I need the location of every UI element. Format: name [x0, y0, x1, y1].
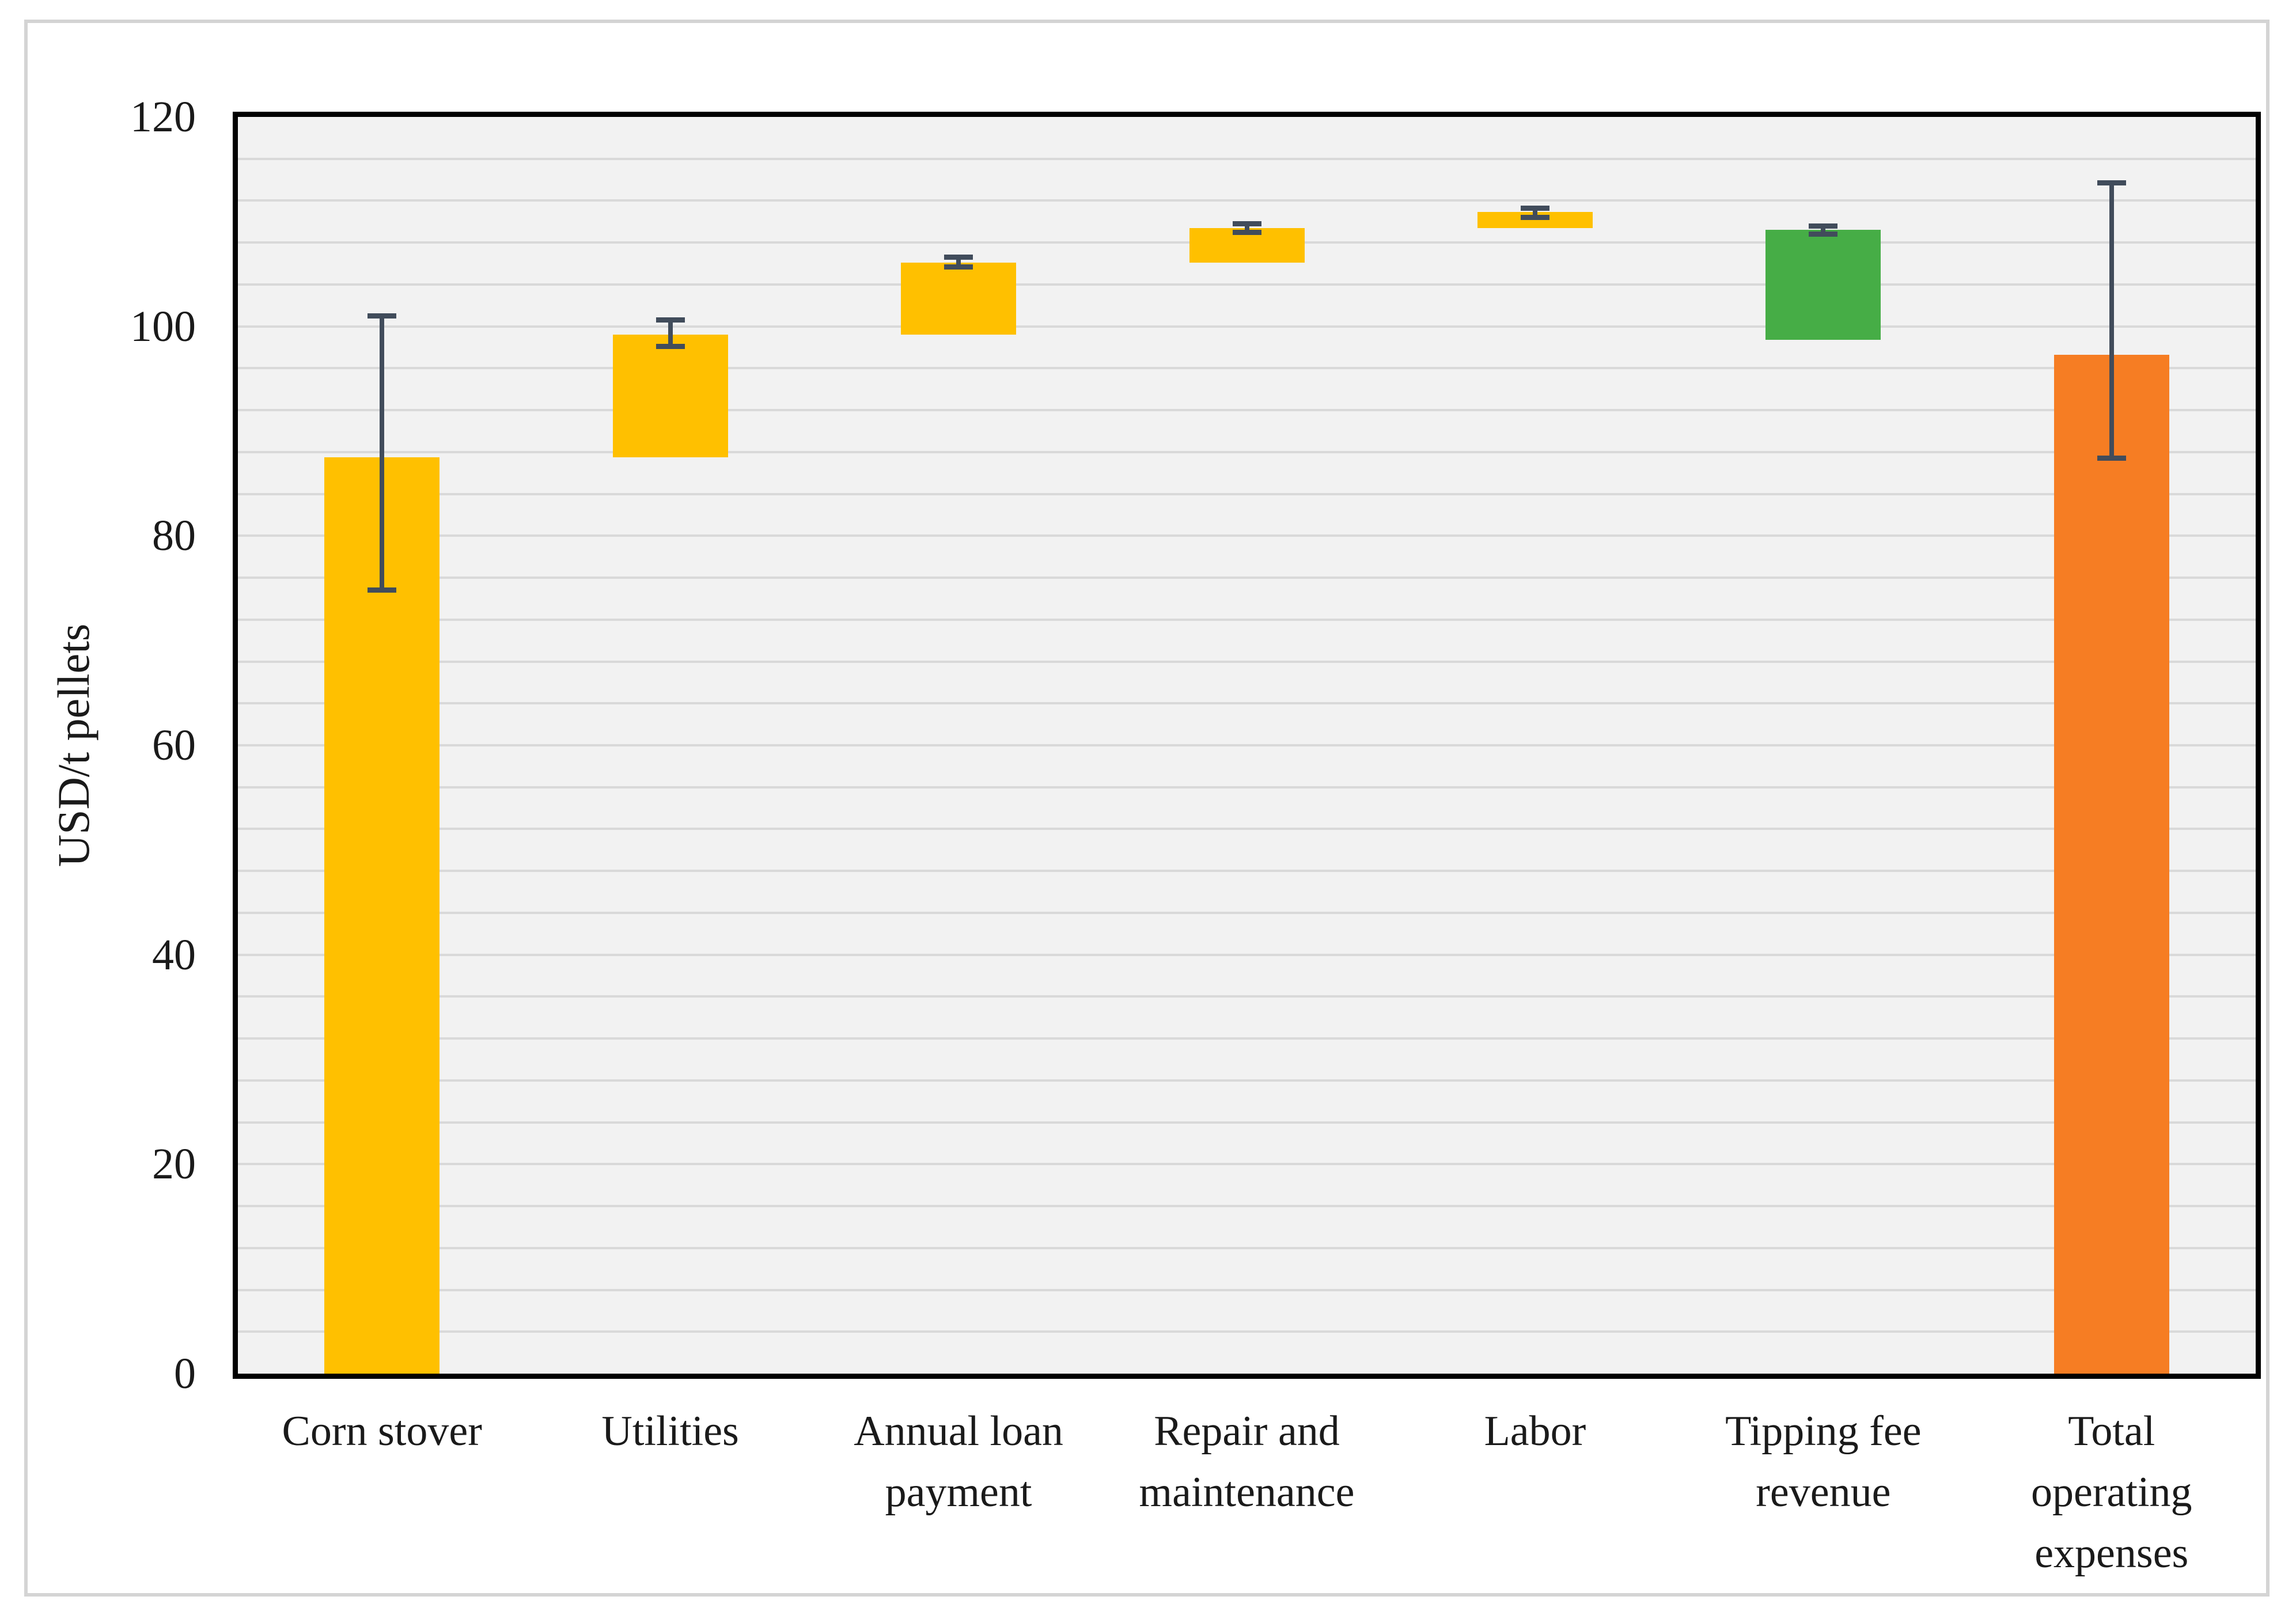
error-bar-cap: [367, 313, 397, 319]
bar-annual-loan-payment: [901, 262, 1017, 335]
horizontal-gridline: [238, 1121, 2256, 1124]
horizontal-gridline: [238, 409, 2256, 412]
horizontal-gridline: [238, 1163, 2256, 1166]
horizontal-gridline: [238, 911, 2256, 914]
horizontal-gridline: [238, 1079, 2256, 1082]
error-bar-cap: [367, 587, 397, 593]
x-category-label-labor: Labor: [1484, 1408, 1586, 1455]
bar-total-operating-expenses: [2053, 354, 2169, 1374]
horizontal-gridline: [238, 450, 2256, 453]
y-tick-label-120: 120: [130, 93, 196, 141]
error-bar-cap: [656, 317, 685, 323]
error-bar-cap: [1232, 221, 1261, 226]
error-bar-cap: [1520, 215, 1549, 221]
horizontal-gridline: [238, 786, 2256, 788]
x-category-label-total-operating-expenses: Total operating expenses: [2031, 1408, 2192, 1577]
error-bar-cap: [2097, 180, 2126, 186]
horizontal-gridline: [238, 1205, 2256, 1208]
horizontal-gridline: [238, 1330, 2256, 1333]
x-category-label-utilities: Utilities: [601, 1408, 739, 1455]
horizontal-gridline: [238, 618, 2256, 621]
horizontal-gridline: [238, 199, 2256, 202]
horizontal-gridline: [238, 534, 2256, 537]
error-bar-total-operating-expenses: [2109, 183, 2114, 458]
x-category-label-repair-and-maintenance: Repair and maintenance: [1139, 1408, 1355, 1516]
error-bar-annual-loan-payment: [956, 257, 961, 267]
figure-outer-border: [24, 20, 2270, 1597]
horizontal-gridline: [238, 995, 2256, 998]
error-bar-repair-and-maintenance: [1244, 223, 1249, 232]
y-tick-label-80: 80: [152, 511, 196, 560]
bar-utilities: [612, 335, 728, 457]
y-tick-label-100: 100: [130, 302, 196, 351]
bar-tipping-fee-revenue: [1765, 230, 1881, 340]
horizontal-gridline: [238, 660, 2256, 663]
horizontal-gridline: [238, 828, 2256, 831]
horizontal-gridline: [238, 325, 2256, 328]
horizontal-gridline: [238, 283, 2256, 286]
horizontal-gridline: [238, 577, 2256, 579]
y-tick-label-40: 40: [152, 930, 196, 979]
horizontal-gridline: [238, 157, 2256, 160]
error-bar-tipping-fee-revenue: [1821, 226, 1826, 234]
horizontal-gridline: [238, 367, 2256, 370]
horizontal-gridline: [238, 953, 2256, 956]
error-bar-cap: [1232, 229, 1261, 235]
bar-corn-stover: [324, 457, 440, 1374]
horizontal-gridline: [238, 1288, 2256, 1291]
error-bar-cap: [656, 343, 685, 349]
error-bar-cap: [2097, 456, 2126, 461]
x-category-label-annual-loan-payment: Annual loan payment: [854, 1408, 1063, 1516]
horizontal-gridline: [238, 492, 2256, 495]
x-category-label-tipping-fee-revenue: Tipping fee revenue: [1725, 1408, 1922, 1516]
horizontal-gridline: [238, 1246, 2256, 1249]
x-category-label-corn-stover: Corn stover: [282, 1408, 482, 1455]
plot-area: [233, 112, 2261, 1379]
y-tick-label-0: 0: [174, 1349, 196, 1398]
horizontal-gridline: [238, 702, 2256, 705]
error-bar-utilities: [668, 320, 673, 347]
horizontal-gridline: [238, 870, 2256, 873]
error-bar-labor: [1532, 208, 1537, 218]
error-bar-cap: [944, 255, 973, 260]
horizontal-gridline: [238, 1037, 2256, 1040]
error-bar-cap: [1809, 223, 1838, 229]
error-bar-corn-stover: [380, 316, 385, 590]
horizontal-gridline: [238, 744, 2256, 746]
error-bar-cap: [944, 264, 973, 270]
error-bar-cap: [1520, 205, 1549, 211]
y-tick-label-60: 60: [152, 721, 196, 769]
y-tick-label-20: 20: [152, 1140, 196, 1189]
error-bar-cap: [1809, 232, 1838, 237]
